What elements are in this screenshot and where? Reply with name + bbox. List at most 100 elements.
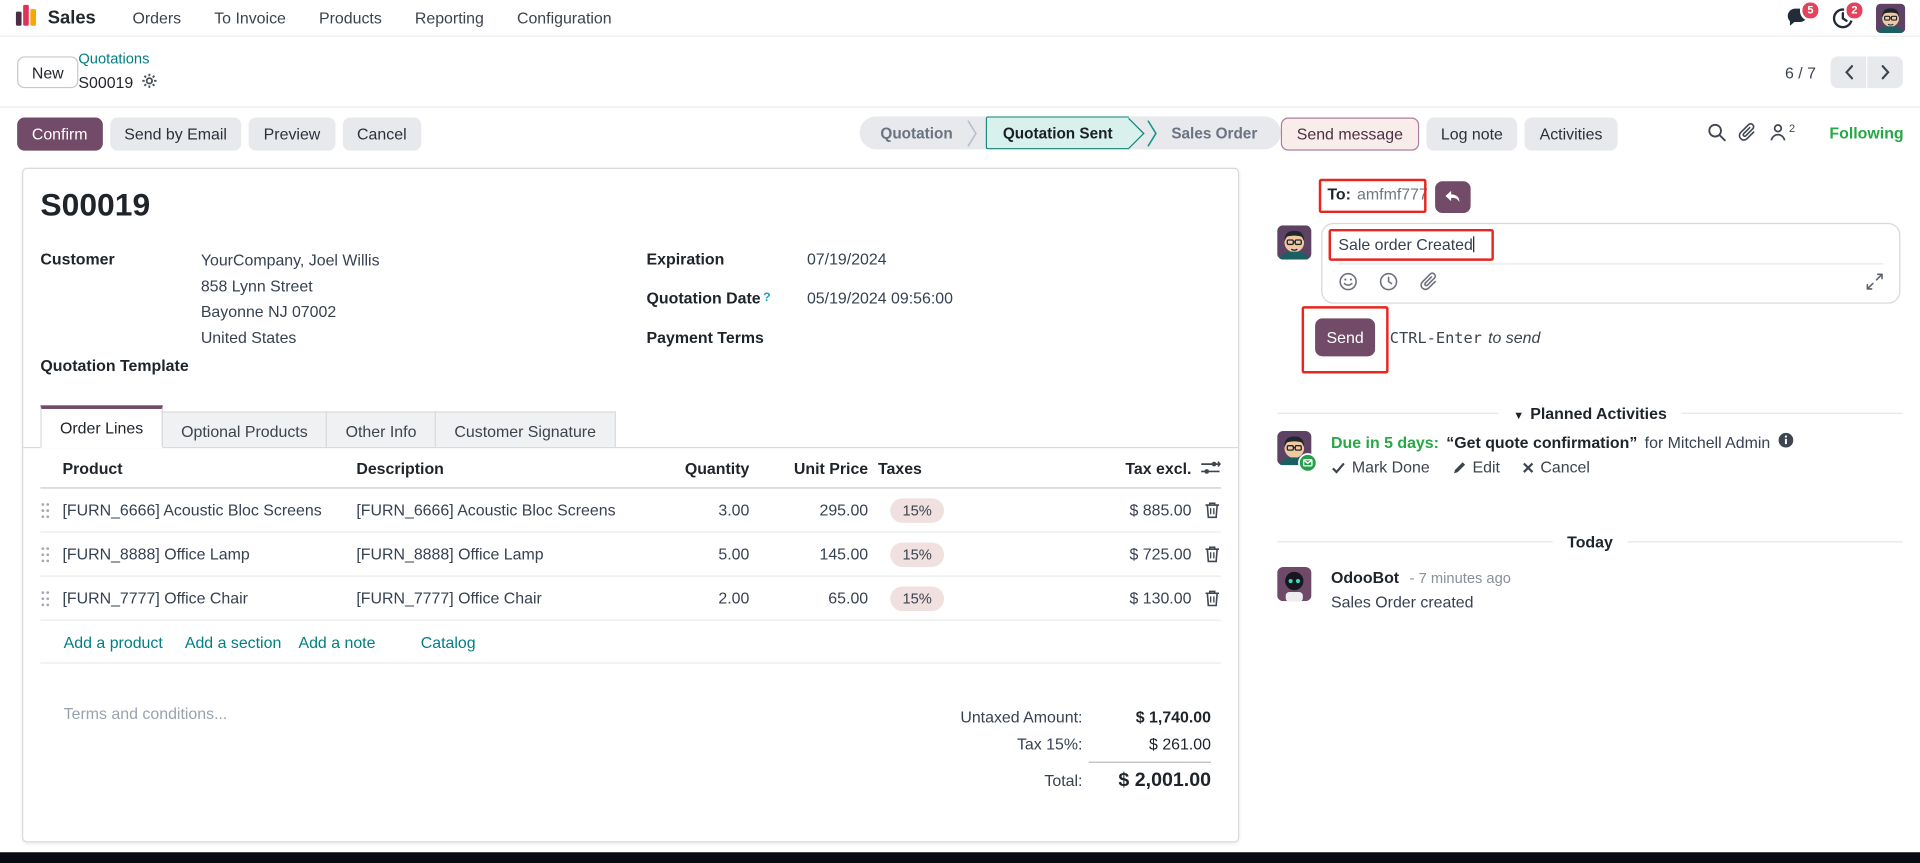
menu-configuration[interactable]: Configuration [516,8,612,27]
menu-reporting[interactable]: Reporting [414,8,484,27]
following-toggle[interactable]: Following [1829,123,1904,143]
untaxed-amount-value: $ 1,740.00 [1135,707,1212,727]
quotation-date-value[interactable]: 05/19/2024 09:56:00 [806,288,953,308]
message-author[interactable]: OdooBot [1331,568,1400,587]
cell-description[interactable]: [FURN_7777] Office Chair [356,588,542,608]
cell-subtotal: $ 885.00 [1129,500,1192,520]
pager-previous-button[interactable] [1830,56,1867,89]
table-row[interactable]: [FURN_7777] Office Chair [FURN_7777] Off… [40,577,1221,621]
pager-next-button[interactable] [1867,56,1903,89]
field-group-right: Expiration 07/19/2024 Quotation Date? 05… [647,247,1223,365]
messages-icon[interactable]: 5 [1787,0,1821,28]
add-product-link[interactable]: Add a product [63,632,163,651]
tax-badge[interactable]: 15% [890,585,945,611]
today-label: Today [1567,532,1613,552]
status-step-active-label: Quotation Sent [1002,124,1113,142]
log-note-button[interactable]: Log note [1426,117,1518,151]
cell-unit-price[interactable]: 65.00 [828,588,869,608]
emoji-icon[interactable] [1338,272,1358,292]
message-composer[interactable]: Sale order Created [1321,222,1901,304]
search-messages-icon[interactable] [1707,122,1727,142]
cell-product[interactable]: [FURN_7777] Office Chair [62,588,248,608]
send-by-email-button[interactable]: Send by Email [109,117,242,151]
status-step-sales-order[interactable]: Sales Order [1171,124,1258,142]
expiration-value[interactable]: 07/19/2024 [806,249,887,269]
recipient-value[interactable]: amfmf777 [1357,184,1428,204]
delete-row-icon[interactable] [1191,501,1220,519]
quotation-template-label: Quotation Template [40,356,189,375]
activity-assignee: for Mitchell Admin [1644,432,1771,452]
edit-activity-button[interactable]: Edit [1452,458,1500,476]
cell-quantity[interactable]: 3.00 [718,500,750,520]
cell-quantity[interactable]: 2.00 [718,588,750,608]
tab-optional-products[interactable]: Optional Products [161,411,328,447]
drag-handle-icon[interactable] [40,590,60,607]
planned-activities-header: ▼ Planned Activities [1277,404,1903,422]
drag-handle-icon[interactable] [40,546,60,563]
confirm-button[interactable]: Confirm [17,117,103,151]
cell-description[interactable]: [FURN_8888] Office Lamp [356,544,544,564]
reply-button[interactable] [1435,181,1471,214]
schedule-clock-icon[interactable] [1379,272,1399,292]
add-section-link[interactable]: Add a section [184,632,282,651]
tab-other-info[interactable]: Other Info [326,411,437,447]
menu-products[interactable]: Products [318,8,382,27]
status-step-quotation-sent[interactable]: Quotation Sent [985,116,1145,150]
message-timestamp: - 7 minutes ago [1409,569,1511,587]
cell-product[interactable]: [FURN_8888] Office Lamp [62,544,250,564]
new-button[interactable]: New [17,56,79,89]
send-button[interactable]: Send [1315,318,1376,357]
expand-composer-icon[interactable] [1866,273,1883,290]
composer-input[interactable]: Sale order Created [1338,235,1475,254]
activities-button[interactable]: Activities [1524,117,1618,151]
delete-row-icon[interactable] [1191,545,1220,563]
app-brand[interactable]: Sales [15,3,96,32]
info-icon[interactable] [1778,432,1794,452]
top-navbar: Sales Orders To Invoice Products Reporti… [0,0,1920,37]
customer-value[interactable]: YourCompany, Joel Willis 858 Lynn Street… [201,247,380,350]
col-unit-price: Unit Price [793,458,869,477]
activities-clock-icon[interactable]: 2 [1832,0,1865,29]
attach-file-icon[interactable] [1419,272,1439,292]
record-title[interactable]: S00019 [40,186,151,223]
col-subtotal: Tax excl. [1125,458,1192,477]
cell-description[interactable]: [FURN_6666] Acoustic Bloc Screens [356,500,616,520]
optional-columns-icon[interactable] [1191,460,1221,475]
cancel-activity-button[interactable]: Cancel [1522,458,1590,476]
cancel-button[interactable]: Cancel [342,117,422,151]
planned-activities-title[interactable]: ▼ Planned Activities [1513,404,1667,423]
followers-icon[interactable]: 2 [1768,122,1795,142]
field-group-left: Customer YourCompany, Joel Willis 858 Ly… [40,247,616,365]
cell-quantity[interactable]: 5.00 [718,544,750,564]
tax-badge[interactable]: 15% [890,497,945,523]
catalog-link[interactable]: Catalog [420,632,476,651]
help-question-icon: ? [763,291,771,305]
tab-customer-signature[interactable]: Customer Signature [434,411,616,447]
user-avatar[interactable] [1875,3,1906,33]
recipient-row: To: amfmf777 [1327,185,1445,203]
menu-orders[interactable]: Orders [132,8,182,27]
preview-button[interactable]: Preview [248,117,336,151]
status-step-quotation[interactable]: Quotation [880,124,953,142]
tab-order-lines[interactable]: Order Lines [40,405,163,449]
mark-done-button[interactable]: Mark Done [1331,458,1430,476]
gear-icon[interactable] [141,72,158,92]
order-lines-table: Product Description Quantity Unit Price … [40,448,1221,664]
totals-block: Untaxed Amount: $ 1,740.00 Tax 15%: $ 26… [880,707,1212,801]
add-note-link[interactable]: Add a note [298,632,376,651]
customer-name[interactable]: YourCompany, Joel Willis [200,251,380,270]
tax-badge[interactable]: 15% [890,541,945,567]
terms-placeholder[interactable]: Terms and conditions... [63,704,228,723]
send-message-button[interactable]: Send message [1280,117,1419,151]
drag-handle-icon[interactable] [40,501,60,518]
cell-unit-price[interactable]: 145.00 [819,544,869,564]
cell-product[interactable]: [FURN_6666] Acoustic Bloc Screens [62,500,322,520]
breadcrumb-quotations-link[interactable]: Quotations [78,50,150,68]
delete-row-icon[interactable] [1191,589,1220,607]
table-row[interactable]: [FURN_8888] Office Lamp [FURN_8888] Offi… [40,533,1221,577]
attachments-icon[interactable] [1738,122,1758,142]
table-row[interactable]: [FURN_6666] Acoustic Bloc Screens [FURN_… [40,489,1221,533]
menu-to-invoice[interactable]: To Invoice [214,8,286,27]
cell-unit-price[interactable]: 295.00 [819,500,869,520]
